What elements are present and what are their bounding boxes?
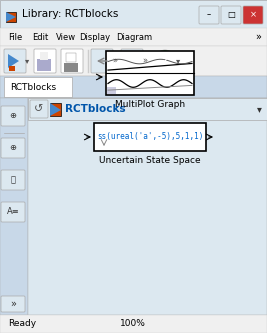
Text: MultiPlot Graph: MultiPlot Graph: [115, 100, 185, 109]
Text: View: View: [56, 33, 76, 42]
Text: 100%: 100%: [120, 319, 146, 328]
Text: RCTblocks: RCTblocks: [65, 104, 126, 114]
FancyBboxPatch shape: [243, 6, 263, 24]
Text: –: –: [207, 11, 211, 20]
Text: Uncertain State Space: Uncertain State Space: [99, 156, 201, 165]
Bar: [107, 87, 116, 94]
Bar: [133, 53, 141, 61]
Text: A≡: A≡: [7, 207, 19, 216]
Text: Display: Display: [79, 33, 111, 42]
Text: Ready: Ready: [8, 319, 36, 328]
Bar: [50, 103, 61, 116]
FancyBboxPatch shape: [1, 202, 25, 222]
FancyBboxPatch shape: [221, 6, 241, 24]
Polygon shape: [50, 103, 61, 116]
FancyBboxPatch shape: [4, 49, 26, 73]
Bar: [0, 0, 267, 28]
FancyBboxPatch shape: [91, 49, 113, 73]
Circle shape: [154, 50, 176, 72]
Bar: [124, 62, 132, 70]
Text: »: »: [255, 32, 261, 42]
Bar: [0, 98, 28, 315]
FancyBboxPatch shape: [61, 49, 83, 73]
Text: ⛶: ⛶: [10, 175, 15, 184]
Text: ✓: ✓: [160, 55, 170, 68]
Bar: [37, 59, 51, 71]
Text: ⊕: ⊕: [10, 112, 17, 121]
Bar: [6, 12, 16, 22]
Bar: [94, 123, 206, 151]
FancyBboxPatch shape: [199, 6, 219, 24]
Polygon shape: [6, 12, 16, 22]
Text: »: »: [142, 57, 148, 66]
Bar: [66, 53, 76, 62]
Bar: [9, 66, 15, 71]
Text: Diagram: Diagram: [116, 33, 152, 42]
Bar: [64, 63, 78, 72]
Text: »: »: [112, 57, 117, 66]
Bar: [0, 76, 267, 98]
Text: RCTblocks: RCTblocks: [10, 83, 56, 92]
Text: ss(ureal('a',-5),5,1,1): ss(ureal('a',-5),5,1,1): [97, 133, 203, 142]
FancyBboxPatch shape: [1, 296, 25, 312]
Polygon shape: [8, 54, 19, 68]
Text: ▾: ▾: [176, 57, 180, 66]
FancyBboxPatch shape: [1, 106, 25, 126]
FancyBboxPatch shape: [1, 170, 25, 190]
FancyBboxPatch shape: [30, 100, 48, 118]
Text: File: File: [8, 33, 22, 42]
Text: Library: RCTblocks: Library: RCTblocks: [22, 9, 118, 19]
Bar: [0, 315, 267, 333]
Text: »: »: [10, 299, 16, 309]
FancyBboxPatch shape: [34, 49, 56, 73]
FancyBboxPatch shape: [1, 138, 25, 158]
Text: ⊕: ⊕: [10, 144, 17, 153]
Bar: [40, 52, 48, 60]
Bar: [106, 51, 194, 95]
Text: ▾: ▾: [25, 57, 29, 66]
Bar: [4, 77, 72, 97]
FancyBboxPatch shape: [121, 49, 143, 73]
Bar: [0, 28, 267, 46]
Text: ▾: ▾: [257, 104, 261, 114]
Bar: [0, 46, 267, 76]
Text: Edit: Edit: [32, 33, 48, 42]
Bar: [133, 62, 141, 70]
Bar: [28, 98, 267, 120]
Text: □: □: [227, 11, 235, 20]
Text: ×: ×: [249, 11, 257, 20]
Bar: [28, 98, 267, 315]
Text: ↺: ↺: [34, 104, 44, 114]
Bar: [124, 53, 132, 61]
